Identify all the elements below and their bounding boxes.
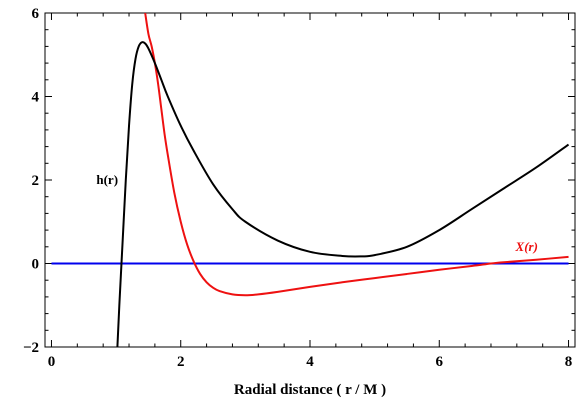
plot-frame — [44, 12, 576, 348]
y-tick-label: 0 — [32, 257, 40, 273]
series-line-hr — [116, 41, 570, 347]
y-tick-label: 2 — [32, 173, 40, 189]
x-tick-label: 4 — [306, 354, 314, 370]
axis-ticks — [45, 12, 575, 348]
annotations: h(r) X(r) — [96, 172, 538, 254]
curve-label: h(r) — [96, 172, 118, 187]
x-axis-title: Radial distance ( r / M ) — [234, 382, 386, 398]
y-tick-label: 6 — [32, 6, 40, 22]
x-tick-label: 0 — [48, 354, 56, 370]
curve-label: X(r) — [515, 239, 538, 254]
series-line-xr — [144, 13, 569, 297]
series-group — [51, 13, 570, 347]
y-tick-label: −2 — [23, 340, 39, 356]
tick-labels: 0 2 4 6 8 −2 0 2 4 6 — [23, 6, 572, 370]
x-tick-label: 6 — [436, 354, 444, 370]
y-tick-label: 4 — [32, 90, 40, 106]
x-tick-label: 8 — [565, 354, 573, 370]
x-tick-label: 2 — [177, 354, 185, 370]
